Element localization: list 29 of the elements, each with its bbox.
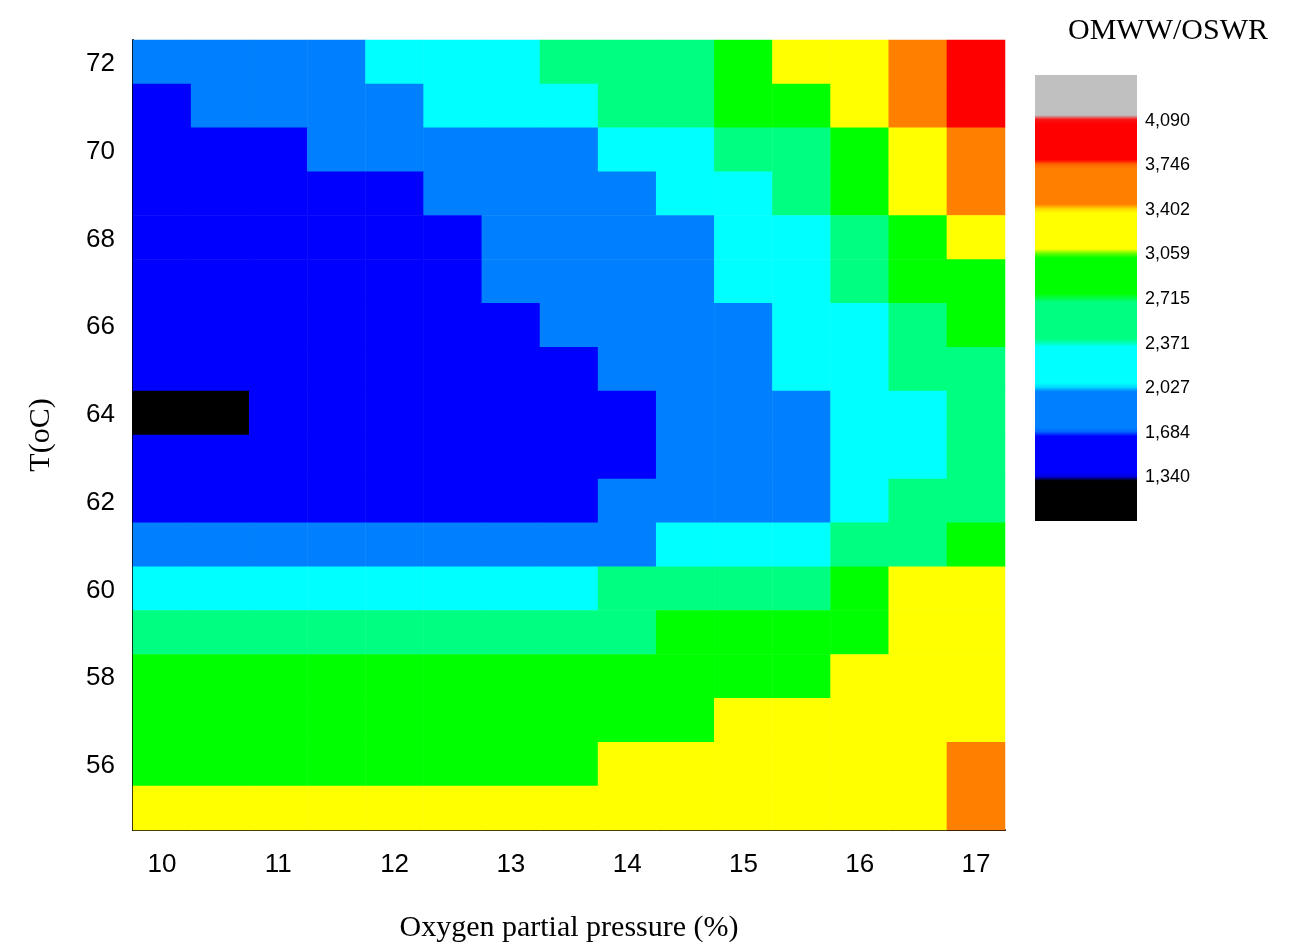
color-bar-label: 3,059 (1145, 243, 1191, 264)
x-axis-title: Oxygen partial pressure (%) (399, 908, 739, 943)
y-tick-label: 58 (86, 661, 115, 692)
x-tick-label: 14 (612, 848, 642, 878)
y-tick-label: 72 (86, 46, 115, 77)
x-tick-label: 12 (380, 848, 410, 878)
x-tick-label: 10 (147, 848, 177, 878)
y-tick-label: 60 (86, 573, 115, 604)
y-tick-label: 70 (86, 134, 115, 165)
color-bar-title: OMWW/OSWR (1068, 11, 1268, 45)
y-tick-label: 68 (86, 222, 115, 253)
y-tick-label: 56 (86, 749, 115, 780)
color-bar-label: 2,027 (1145, 377, 1191, 398)
color-bar-label: 1,340 (1145, 466, 1191, 487)
y-tick-label: 66 (86, 310, 115, 341)
color-bar-label: 1,684 (1145, 421, 1191, 442)
x-tick-label: 17 (961, 848, 991, 878)
x-tick-label: 15 (728, 848, 758, 878)
color-bar-label: 2,715 (1145, 288, 1191, 308)
color-bar-label: 4,090 (1145, 109, 1191, 130)
x-tick-label: 16 (845, 848, 875, 878)
y-tick-label: 64 (86, 398, 115, 429)
color-bar-label: 2,371 (1145, 332, 1191, 353)
y-tick-label: 62 (86, 485, 115, 516)
color-bar-label: 3,746 (1145, 154, 1191, 175)
color-bar-label: 3,402 (1145, 198, 1191, 219)
x-tick-label: 13 (496, 848, 526, 878)
y-axis-title: T(oC) (21, 398, 56, 472)
x-tick-label: 11 (264, 848, 292, 878)
